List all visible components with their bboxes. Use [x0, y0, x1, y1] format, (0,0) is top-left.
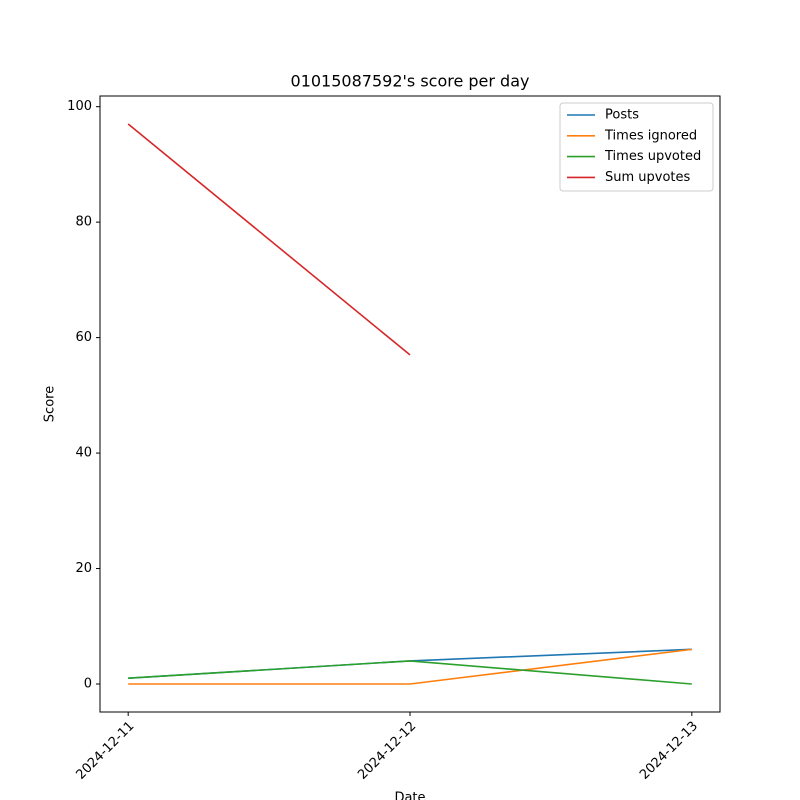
y-tick-label: 100: [67, 99, 92, 114]
legend-label: Sum upvotes: [605, 170, 691, 185]
y-axis-label: Score: [43, 386, 58, 422]
legend-label: Times ignored: [604, 128, 697, 143]
series-line: [127, 123, 411, 356]
chart-title: 01015087592's score per day: [291, 72, 530, 91]
legend-label: Posts: [605, 108, 639, 123]
series-line: [128, 660, 692, 685]
x-tick-label: 2024-12-12: [355, 719, 419, 783]
series-line: [128, 648, 692, 680]
legend-label: Times upvoted: [604, 149, 701, 164]
y-tick-label: 80: [75, 215, 92, 230]
series-line: [128, 648, 692, 685]
y-tick-label: 60: [75, 330, 92, 345]
legend-box: [559, 102, 714, 192]
y-tick-label: 40: [75, 446, 92, 461]
x-tick-label: 2024-12-13: [637, 719, 701, 783]
y-tick-label: 20: [75, 561, 92, 576]
x-tick-label: 2024-12-11: [73, 719, 137, 783]
y-tick-label: 0: [84, 677, 92, 692]
x-axis-label: Date: [394, 791, 425, 800]
